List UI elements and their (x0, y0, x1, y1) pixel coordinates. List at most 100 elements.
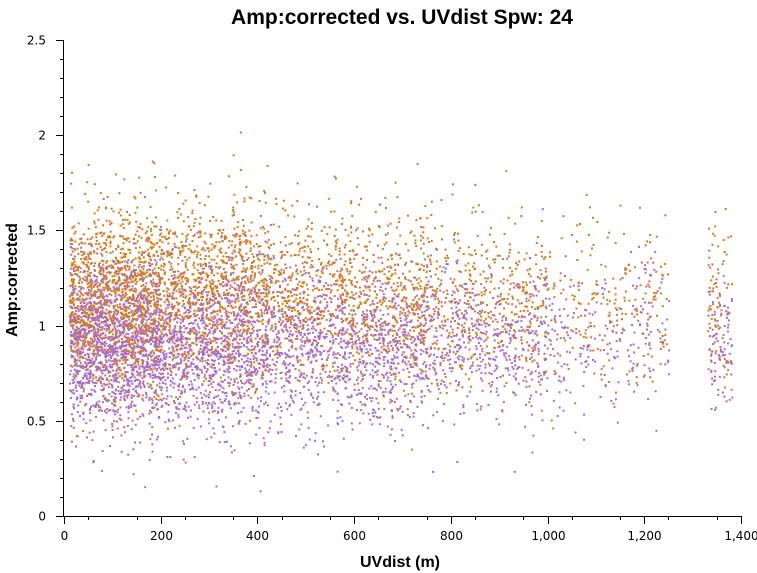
scatter-point (110, 330, 113, 333)
scatter-point (668, 373, 671, 376)
scatter-point (175, 301, 178, 304)
scatter-point (137, 340, 140, 343)
scatter-point (158, 363, 161, 366)
scatter-point (376, 302, 379, 304)
scatter-point (311, 343, 314, 346)
scatter-point (434, 294, 437, 297)
scatter-point (198, 310, 201, 313)
scatter-point (260, 309, 263, 311)
scatter-point (302, 376, 305, 379)
scatter-point (249, 364, 252, 367)
scatter-point (456, 356, 459, 359)
scatter-point (114, 333, 117, 336)
scatter-point (457, 290, 460, 292)
scatter-point (644, 342, 647, 345)
scatter-point (147, 357, 150, 360)
scatter-point (110, 301, 113, 304)
scatter-point (495, 245, 498, 248)
scatter-point (115, 248, 117, 251)
scatter-point (168, 303, 171, 306)
scatter-point (295, 328, 298, 330)
scatter-point (338, 247, 341, 250)
scatter-point (189, 347, 192, 350)
scatter-point (125, 394, 128, 397)
scatter-point (102, 263, 105, 266)
scatter-point (345, 291, 348, 294)
scatter-point (719, 348, 722, 351)
scatter-point (586, 348, 589, 351)
scatter-point (77, 252, 80, 255)
scatter-point (93, 183, 96, 186)
scatter-point (79, 350, 82, 353)
scatter-point (79, 415, 81, 417)
scatter-point (171, 338, 174, 341)
scatter-point (126, 210, 128, 213)
scatter-point (111, 333, 114, 336)
scatter-point (351, 340, 354, 343)
scatter-point (203, 393, 206, 396)
scatter-point (338, 253, 341, 256)
scatter-point (413, 338, 416, 341)
scatter-point (553, 355, 556, 357)
scatter-point (351, 323, 354, 326)
scatter-point (127, 312, 130, 314)
scatter-point (504, 328, 507, 331)
scatter-point (237, 349, 240, 352)
scatter-point (504, 356, 507, 359)
scatter-point (714, 408, 716, 411)
scatter-point (133, 404, 135, 407)
scatter-point (381, 247, 384, 250)
scatter-point (344, 365, 347, 368)
scatter-point (640, 305, 643, 308)
scatter-point (425, 348, 427, 351)
scatter-point (130, 314, 133, 317)
scatter-point (228, 302, 231, 305)
scatter-point (643, 374, 646, 377)
scatter-point (432, 318, 435, 321)
scatter-point (168, 236, 170, 239)
scatter-point (390, 344, 393, 347)
scatter-point (99, 362, 102, 365)
scatter-point (181, 232, 184, 235)
scatter-point (489, 385, 492, 388)
scatter-point (169, 380, 172, 382)
scatter-point (76, 332, 79, 335)
scatter-point (139, 441, 142, 444)
scatter-point (177, 270, 180, 273)
scatter-point (352, 362, 355, 365)
scatter-point (378, 363, 381, 366)
scatter-point (571, 316, 574, 319)
scatter-point (277, 301, 279, 304)
scatter-point (203, 365, 206, 368)
scatter-point (587, 356, 590, 359)
scatter-point (186, 308, 189, 311)
scatter-point (328, 253, 331, 256)
scatter-point (180, 390, 183, 393)
scatter-point (186, 341, 189, 344)
scatter-point (78, 338, 81, 341)
scatter-point (319, 415, 322, 418)
scatter-point (362, 373, 365, 376)
scatter-point (403, 383, 406, 386)
scatter-point (92, 430, 95, 433)
scatter-point (543, 352, 546, 355)
scatter-point (487, 277, 489, 280)
scatter-point (353, 298, 356, 301)
scatter-point (393, 290, 396, 293)
scatter-point (139, 269, 142, 272)
scatter-point (644, 301, 646, 304)
scatter-point (219, 356, 222, 359)
scatter-point (142, 271, 145, 274)
scatter-point (199, 235, 202, 238)
scatter-point (183, 374, 186, 377)
scatter-point (264, 337, 267, 340)
scatter-point (81, 328, 84, 330)
scatter-point (151, 402, 154, 405)
scatter-point (481, 379, 484, 382)
scatter-point (167, 312, 170, 315)
scatter-point (69, 382, 71, 385)
scatter-point (267, 392, 270, 395)
scatter-point (424, 322, 427, 325)
scatter-point (643, 364, 646, 367)
scatter-point (334, 248, 337, 251)
